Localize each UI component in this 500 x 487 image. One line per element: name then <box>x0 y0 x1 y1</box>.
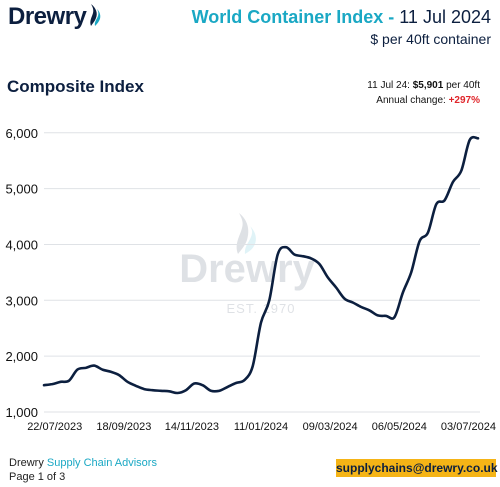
report-title-date: 11 Jul 2024 <box>394 7 491 27</box>
annual-change-label: Annual change: <box>376 95 449 106</box>
page-number: Page 1 of 3 <box>9 471 66 483</box>
x-axis-ticks: 22/07/2023 18/09/2023 14/11/2023 11/01/2024… <box>27 421 496 433</box>
series-line-composite-index <box>42 135 480 395</box>
watermark-est: EST. 1970 <box>227 301 296 316</box>
y-tick-label: 1,000 <box>5 405 38 420</box>
y-tick-label: 3,000 <box>5 293 38 308</box>
x-tick-label: 03/07/2024 <box>441 421 496 433</box>
x-tick-label: 06/05/2024 <box>372 421 427 433</box>
watermark-flame <box>236 213 249 254</box>
watermark-flame-accent <box>244 226 256 254</box>
footer-credits: Drewry Supply Chain Advisors Page 1 of 3 <box>9 456 157 484</box>
y-axis-ticks: 1,000 2,000 3,000 4,000 5,000 6,000 <box>5 126 38 420</box>
latest-date: 11 Jul 24: <box>367 80 413 91</box>
y-tick-label: 4,000 <box>5 237 38 252</box>
contact-email-link[interactable]: supplychains@drewry.co.uk <box>336 459 498 477</box>
report-title: World Container Index - 11 Jul 2024 <box>192 6 491 28</box>
x-tick-label: 22/07/2023 <box>27 421 82 433</box>
latest-unit: per 40ft <box>443 80 480 91</box>
chart-series <box>42 135 480 395</box>
footer-division: Supply Chain Advisors <box>46 457 157 469</box>
chart-gridlines <box>44 132 480 413</box>
report-unit: $ per 40ft container <box>370 31 491 47</box>
drewry-logo: Drewry <box>8 2 101 32</box>
latest-value-line: 11 Jul 24: $5,901 per 40ft <box>367 78 480 93</box>
x-tick-label: 11/01/2024 <box>234 421 288 433</box>
footer-company: Drewry <box>9 457 47 469</box>
index-summary: 11 Jul 24: $5,901 per 40ft Annual change… <box>367 78 480 108</box>
annual-change-line: Annual change: +297% <box>367 93 480 108</box>
y-tick-label: 5,000 <box>5 182 38 197</box>
flame-icon <box>90 4 101 26</box>
footer-company-line: Drewry Supply Chain Advisors <box>9 456 157 470</box>
latest-value: $5,901 <box>412 80 444 91</box>
annual-change-value: +297% <box>448 95 480 106</box>
chart-title: Composite Index <box>7 77 144 96</box>
y-tick-label: 2,000 <box>5 349 38 364</box>
x-tick-label: 14/11/2023 <box>165 421 219 433</box>
x-tick-label: 09/03/2024 <box>303 421 358 433</box>
y-tick-label: 6,000 <box>5 126 38 141</box>
logo-wordmark: Drewry <box>8 3 87 30</box>
x-tick-label: 18/09/2023 <box>96 421 151 433</box>
report-title-name: World Container Index - <box>191 7 395 27</box>
